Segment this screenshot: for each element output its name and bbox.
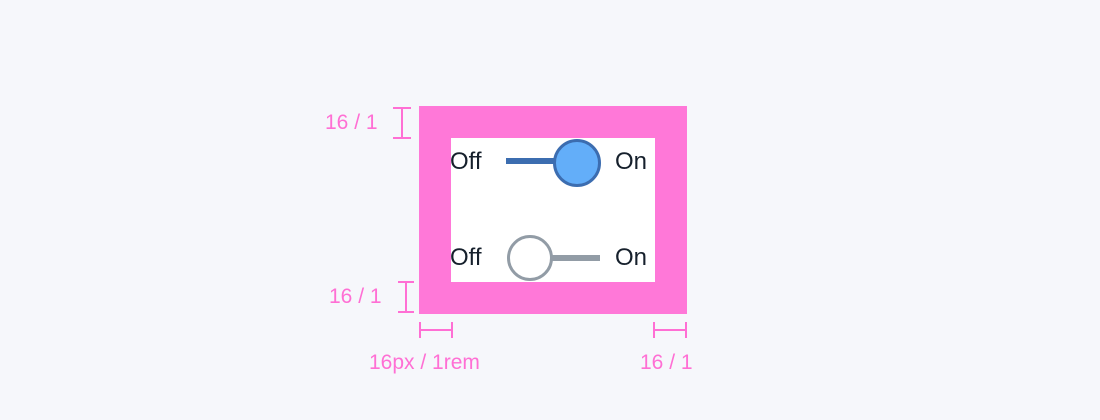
toggle-off-on-label: On	[615, 244, 648, 271]
left-padding-label: 16px / 1rem	[369, 351, 480, 374]
toggle-on-knob[interactable]	[553, 139, 601, 187]
right-padding-marker	[653, 322, 687, 338]
toggle-on-off-label: Off	[450, 148, 482, 175]
top-padding-label: 16 / 1	[325, 111, 378, 134]
toggle-on-track[interactable]	[506, 158, 562, 164]
toggle-on-on-label: On	[615, 148, 648, 175]
top-padding-marker	[393, 107, 411, 139]
bottom-padding-label: 16 / 1	[329, 285, 382, 308]
right-padding-label: 16 / 1	[640, 351, 693, 374]
bottom-padding-marker	[398, 281, 414, 313]
toggle-off-track[interactable]	[548, 255, 600, 261]
left-padding-marker	[419, 322, 453, 338]
toggle-off-knob[interactable]	[507, 235, 553, 281]
toggle-off-off-label: Off	[450, 244, 482, 271]
